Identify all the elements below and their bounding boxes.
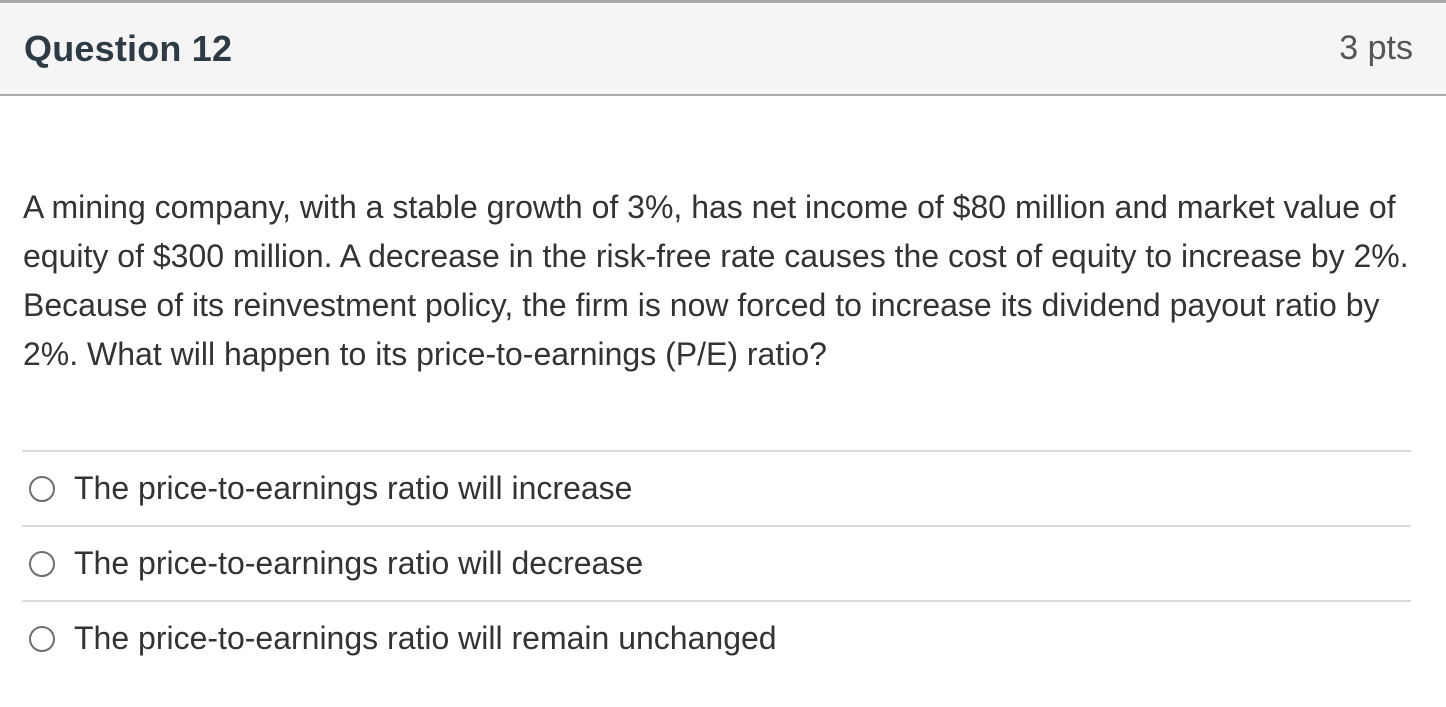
question-text: A mining company, with a stable growth o…: [23, 189, 1409, 372]
radio-button[interactable]: [29, 475, 55, 502]
answer-option-decrease[interactable]: The price-to-earnings ratio will decreas…: [22, 525, 1411, 600]
question-points: 3 pts: [1339, 29, 1413, 67]
question-body: A mining company, with a stable growth o…: [0, 183, 1446, 379]
answer-option-increase[interactable]: The price-to-earnings ratio will increas…: [22, 450, 1411, 525]
answer-option-label: The price-to-earnings ratio will decreas…: [74, 545, 644, 581]
answer-option-unchanged[interactable]: The price-to-earnings ratio will remain …: [22, 600, 1411, 675]
radio-button[interactable]: [29, 625, 55, 652]
question-title: Question 12: [24, 27, 233, 69]
radio-button[interactable]: [29, 550, 55, 577]
answer-option-label: The price-to-earnings ratio will remain …: [74, 620, 777, 656]
answer-options: The price-to-earnings ratio will increas…: [22, 450, 1411, 675]
question-header: Question 12 3 pts: [0, 0, 1446, 96]
answer-option-label: The price-to-earnings ratio will increas…: [74, 470, 633, 506]
